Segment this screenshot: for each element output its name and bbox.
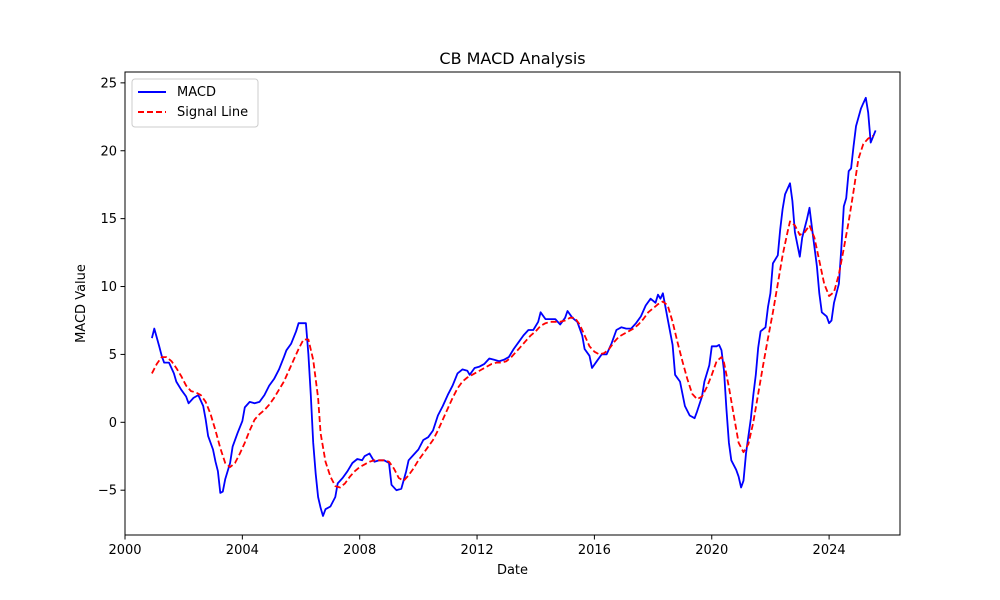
y-tick-label: 15 xyxy=(100,212,117,227)
x-axis-title: Date xyxy=(497,563,528,578)
x-tick-label: 2008 xyxy=(343,543,376,558)
y-tick-label: 10 xyxy=(100,280,117,295)
x-tick-label: 2004 xyxy=(226,543,259,558)
x-tick-label: 2000 xyxy=(108,543,141,558)
x-tick-label: 2020 xyxy=(695,543,728,558)
plot-frame xyxy=(124,71,901,536)
series-line-signal-line xyxy=(151,135,874,489)
y-axis-title: MACD Value xyxy=(74,264,89,343)
x-axis: 2000 2004 2008 2012 2016 2020 2024 xyxy=(108,535,846,558)
y-axis: −5 0 5 10 15 20 25 xyxy=(98,76,125,499)
y-tick-label: 25 xyxy=(100,76,117,91)
y-tick-label: 20 xyxy=(100,144,117,159)
legend-label-macd: MACD xyxy=(177,85,216,100)
y-tick-label: 0 xyxy=(109,416,117,431)
series-line-macd xyxy=(151,96,877,517)
legend: MACD Signal Line xyxy=(131,78,259,128)
x-tick-label: 2024 xyxy=(813,543,846,558)
y-tick-label: −5 xyxy=(98,484,117,499)
x-tick-label: 2012 xyxy=(461,543,494,558)
y-tick-label: 5 xyxy=(109,348,117,363)
chart-title: CB MACD Analysis xyxy=(439,49,585,68)
series-layer xyxy=(151,96,877,517)
legend-label-signal-line: Signal Line xyxy=(177,105,248,120)
x-tick-label: 2016 xyxy=(578,543,611,558)
